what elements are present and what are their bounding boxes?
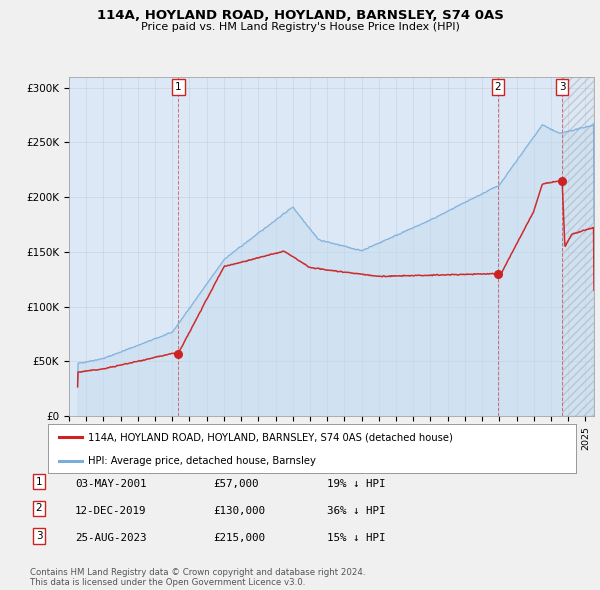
Text: HPI: Average price, detached house, Barnsley: HPI: Average price, detached house, Barn…	[88, 456, 316, 466]
Text: 1: 1	[175, 82, 182, 92]
Text: £215,000: £215,000	[213, 533, 265, 543]
Text: 15% ↓ HPI: 15% ↓ HPI	[327, 533, 386, 543]
Text: 19% ↓ HPI: 19% ↓ HPI	[327, 479, 386, 489]
Text: 2: 2	[35, 503, 43, 513]
Text: 114A, HOYLAND ROAD, HOYLAND, BARNSLEY, S74 0AS: 114A, HOYLAND ROAD, HOYLAND, BARNSLEY, S…	[97, 9, 503, 22]
Text: £57,000: £57,000	[213, 479, 259, 489]
Text: 114A, HOYLAND ROAD, HOYLAND, BARNSLEY, S74 0AS (detached house): 114A, HOYLAND ROAD, HOYLAND, BARNSLEY, S…	[88, 432, 452, 442]
Text: 25-AUG-2023: 25-AUG-2023	[75, 533, 146, 543]
Text: Price paid vs. HM Land Registry's House Price Index (HPI): Price paid vs. HM Land Registry's House …	[140, 22, 460, 32]
Text: 2: 2	[494, 82, 501, 92]
Text: 12-DEC-2019: 12-DEC-2019	[75, 506, 146, 516]
Text: 3: 3	[559, 82, 565, 92]
Text: £130,000: £130,000	[213, 506, 265, 516]
Text: 1: 1	[35, 477, 43, 487]
Text: 3: 3	[35, 531, 43, 541]
Text: Contains HM Land Registry data © Crown copyright and database right 2024.
This d: Contains HM Land Registry data © Crown c…	[30, 568, 365, 587]
Text: 36% ↓ HPI: 36% ↓ HPI	[327, 506, 386, 516]
Text: 03-MAY-2001: 03-MAY-2001	[75, 479, 146, 489]
